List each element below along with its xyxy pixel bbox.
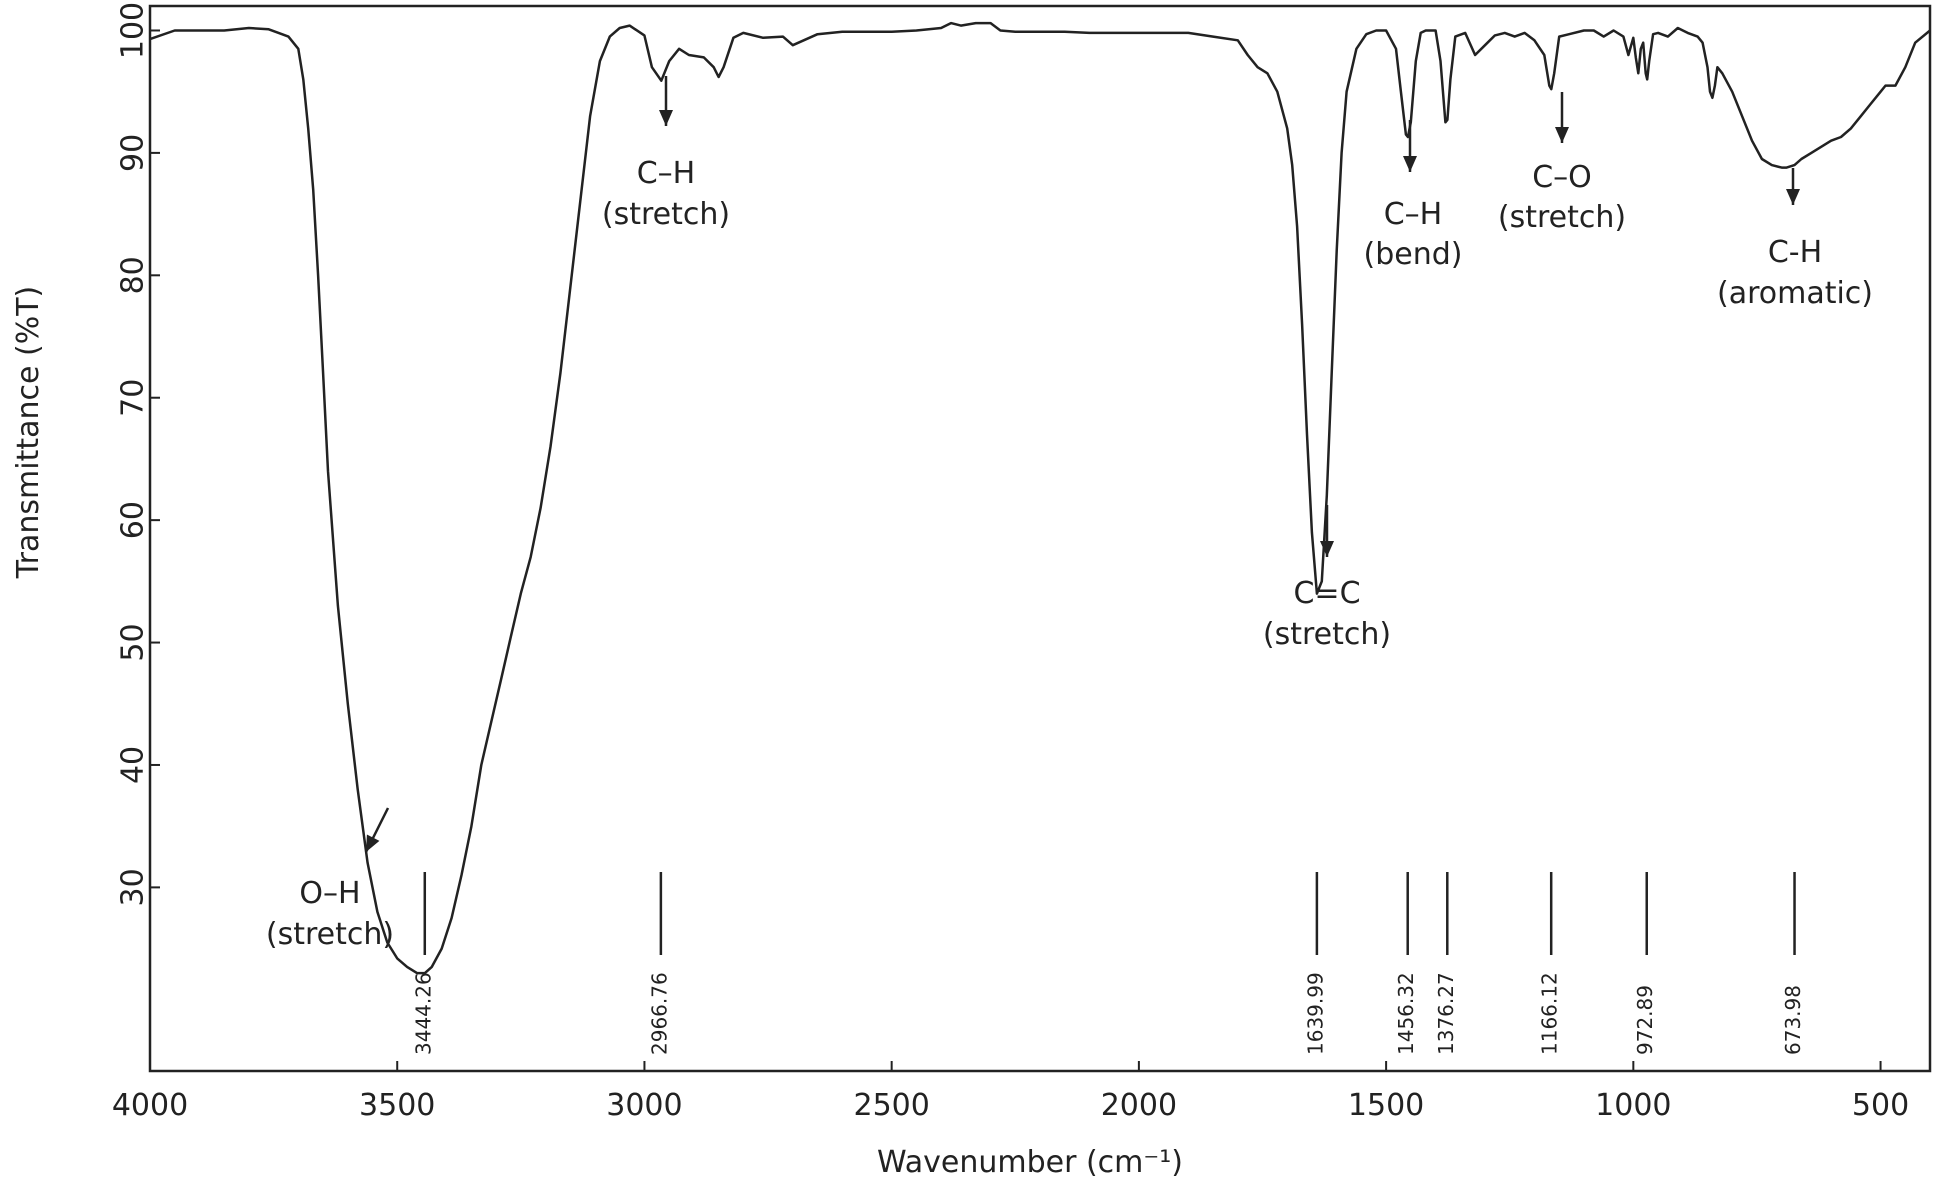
y-tick-label: 50 — [116, 623, 151, 661]
x-tick-label: 500 — [1852, 1088, 1909, 1123]
y-tick-label: 60 — [116, 501, 151, 539]
annotation-bond-label: O–H — [299, 876, 360, 911]
annotation-mode-label: (aromatic) — [1717, 276, 1873, 311]
plot-frame — [148, 4, 1932, 1073]
peak-markers: 3444.26 2966.76 1639.99 1456.32 1376.27 1166.… — [411, 872, 1805, 1055]
annotation-mode-label: (bend) — [1364, 237, 1463, 272]
annotation-arrow-head — [1555, 127, 1569, 143]
band-annotation: C–H (bend) — [1364, 120, 1463, 272]
y-axis-title: Transmittance (%T) — [11, 286, 46, 580]
annotation-arrow-head — [1403, 156, 1417, 172]
annotation-bond-label: C–H — [1384, 197, 1443, 232]
x-tick-label: 1500 — [1348, 1088, 1424, 1123]
x-tick-label: 2000 — [1101, 1088, 1177, 1123]
annotation-arrow-head — [1786, 189, 1800, 205]
peak-label: 673.98 — [1781, 985, 1805, 1055]
annotation-mode-label: (stretch) — [602, 197, 730, 232]
annotation-mode-label: (stretch) — [1263, 617, 1391, 652]
annotation-arrow-head — [1320, 541, 1334, 557]
annotation-bond-label: C-H — [1768, 235, 1822, 270]
x-axis-title: Wavenumber (cm⁻¹) — [877, 1145, 1183, 1180]
annotation-bond-label: C–O — [1532, 160, 1592, 195]
y-tick-label: 40 — [116, 746, 151, 784]
y-tick-label: 100 — [116, 2, 151, 59]
annotation-arrow-head — [659, 110, 673, 126]
spectrum-line — [149, 21, 1931, 975]
band-annotations: O–H (stretch) C–H (stretch) C=C (stretch) C–H (… — [266, 76, 1873, 952]
band-annotation: C–H (stretch) — [602, 76, 730, 232]
y-tick-label: 30 — [116, 868, 151, 906]
y-axis-ticks: 30 40 50 60 70 80 90 100 — [116, 2, 160, 906]
peak-label: 1166.12 — [1538, 972, 1562, 1055]
y-tick-label: 80 — [116, 256, 151, 294]
x-tick-label: 1000 — [1595, 1088, 1671, 1123]
band-annotation: C–O (stretch) — [1498, 92, 1626, 235]
x-tick-label: 4000 — [112, 1088, 188, 1123]
y-tick-label: 90 — [116, 134, 151, 172]
x-tick-label: 3500 — [359, 1088, 435, 1123]
annotation-bond-label: C=C — [1293, 576, 1360, 611]
band-annotation: C-H (aromatic) — [1717, 168, 1873, 311]
peak-label: 3444.26 — [411, 972, 435, 1055]
peak-label: 972.89 — [1633, 985, 1657, 1055]
annotation-mode-label: (stretch) — [266, 917, 394, 952]
x-tick-label: 2500 — [853, 1088, 929, 1123]
x-tick-label: 3000 — [606, 1088, 682, 1123]
annotation-bond-label: C–H — [637, 156, 696, 191]
y-tick-label: 70 — [116, 379, 151, 417]
peak-label: 1639.99 — [1303, 972, 1327, 1055]
annotation-mode-label: (stretch) — [1498, 200, 1626, 235]
band-annotation: O–H (stretch) — [266, 807, 394, 952]
peak-label: 1456.32 — [1394, 972, 1418, 1055]
peak-label: 2966.76 — [647, 972, 671, 1055]
band-annotation: C=C (stretch) — [1263, 505, 1391, 652]
peak-label: 1376.27 — [1434, 972, 1458, 1055]
annotation-arrow-head — [366, 834, 380, 852]
x-axis-ticks: 4000 3500 3000 2500 2000 1500 1000 500 — [112, 1061, 1909, 1123]
